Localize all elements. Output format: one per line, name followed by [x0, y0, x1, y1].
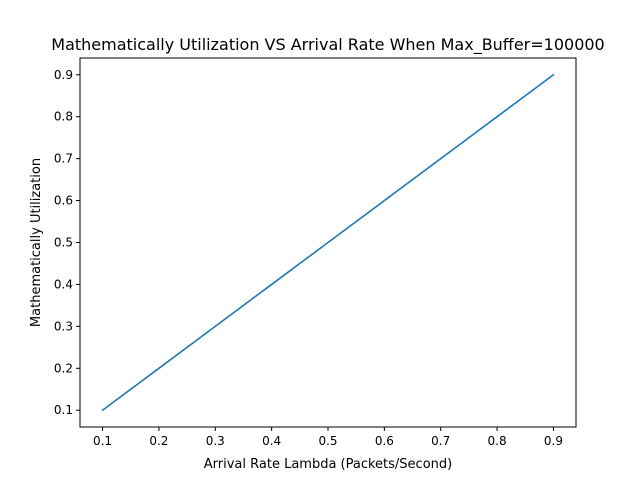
y-axis-label: Mathematically Utilization [29, 158, 44, 327]
x-tick-label: 0.3 [206, 434, 225, 448]
x-tick-label: 0.2 [149, 434, 168, 448]
y-tick-label: 0.6 [54, 194, 73, 208]
x-tick-label: 0.8 [488, 434, 507, 448]
x-tick-label: 0.7 [431, 434, 450, 448]
x-tick-label: 0.6 [375, 434, 394, 448]
plot-area [101, 73, 555, 412]
x-tick-label: 0.1 [93, 434, 112, 448]
y-tick-label: 0.3 [54, 319, 73, 333]
y-tick-label: 0.8 [54, 110, 73, 124]
y-tick-label: 0.7 [54, 152, 73, 166]
chart-title: Mathematically Utilization VS Arrival Ra… [51, 35, 604, 55]
series-line-1 [101, 73, 555, 412]
y-axis: 0.1 0.2 0.3 0.4 0.5 0.6 0.7 0.8 0.9 [54, 68, 80, 417]
y-tick-label: 0.1 [54, 403, 73, 417]
x-tick-label: 0.5 [318, 434, 337, 448]
x-axis: 0.1 0.2 0.3 0.4 0.5 0.6 0.7 0.8 0.9 [93, 427, 563, 448]
y-tick-label: 0.9 [54, 68, 73, 82]
x-tick-label: 0.9 [544, 434, 563, 448]
x-axis-label: Arrival Rate Lambda (Packets/Second) [204, 457, 452, 472]
y-tick-label: 0.4 [54, 277, 73, 291]
y-tick-label: 0.2 [54, 361, 73, 375]
y-tick-label: 0.5 [54, 236, 73, 250]
x-tick-label: 0.4 [262, 434, 281, 448]
